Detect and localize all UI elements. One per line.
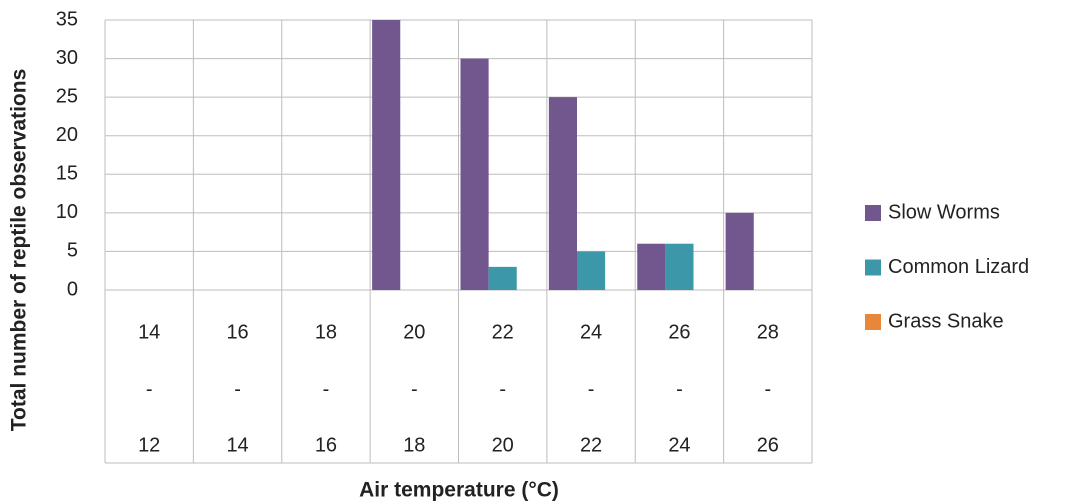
legend-label: Slow Worms	[888, 201, 1000, 223]
legend-label: Common Lizard	[888, 256, 1029, 278]
x-tick-label: 14	[138, 321, 160, 343]
bar	[548, 97, 577, 291]
x-tick-label: 14	[226, 434, 248, 456]
y-tick-label: 0	[67, 278, 78, 300]
y-tick-label: 35	[56, 8, 78, 30]
legend-swatch	[865, 314, 881, 330]
x-tick-label: 26	[757, 434, 779, 456]
x-tick-label: -	[234, 378, 241, 400]
bar	[725, 212, 754, 290]
x-tick-label: -	[146, 378, 153, 400]
x-tick-label: -	[764, 378, 771, 400]
x-tick-label: 20	[403, 321, 425, 343]
x-tick-label: -	[676, 378, 683, 400]
x-tick-label: 12	[138, 434, 160, 456]
y-tick-label: 15	[56, 163, 78, 185]
bar	[460, 58, 489, 291]
legend-swatch	[865, 259, 881, 276]
x-tick-label: 20	[492, 434, 514, 456]
bar	[665, 243, 694, 290]
y-tick-label: 20	[56, 124, 78, 146]
bar	[372, 20, 401, 290]
x-tick-label: -	[411, 378, 418, 400]
x-axis-label: Air temperature (°C)	[359, 479, 559, 502]
x-tick-label: 18	[315, 321, 337, 343]
legend-label: Grass Snake	[888, 310, 1004, 332]
x-tick-label: 26	[668, 321, 690, 343]
x-tick-label: 28	[757, 321, 779, 343]
x-tick-label: 24	[580, 321, 602, 343]
y-tick-label: 25	[56, 85, 78, 107]
legend-swatch	[865, 205, 881, 221]
bar	[488, 266, 517, 290]
y-tick-label: 5	[67, 240, 78, 262]
y-axis-label: Total number of reptile observations	[8, 69, 31, 432]
x-tick-label: 18	[403, 434, 425, 456]
x-tick-label: 22	[580, 434, 602, 456]
x-tick-label: -	[588, 378, 595, 400]
bar	[637, 243, 666, 290]
x-tick-label: 16	[226, 321, 248, 343]
y-tick-label: 10	[56, 201, 78, 223]
x-tick-label: 22	[492, 321, 514, 343]
y-tick-label: 30	[56, 47, 78, 69]
x-tick-label: -	[499, 378, 506, 400]
x-tick-label: -	[323, 378, 330, 400]
x-tick-label: 24	[668, 434, 690, 456]
x-tick-label: 16	[315, 434, 337, 456]
bar	[577, 251, 606, 290]
